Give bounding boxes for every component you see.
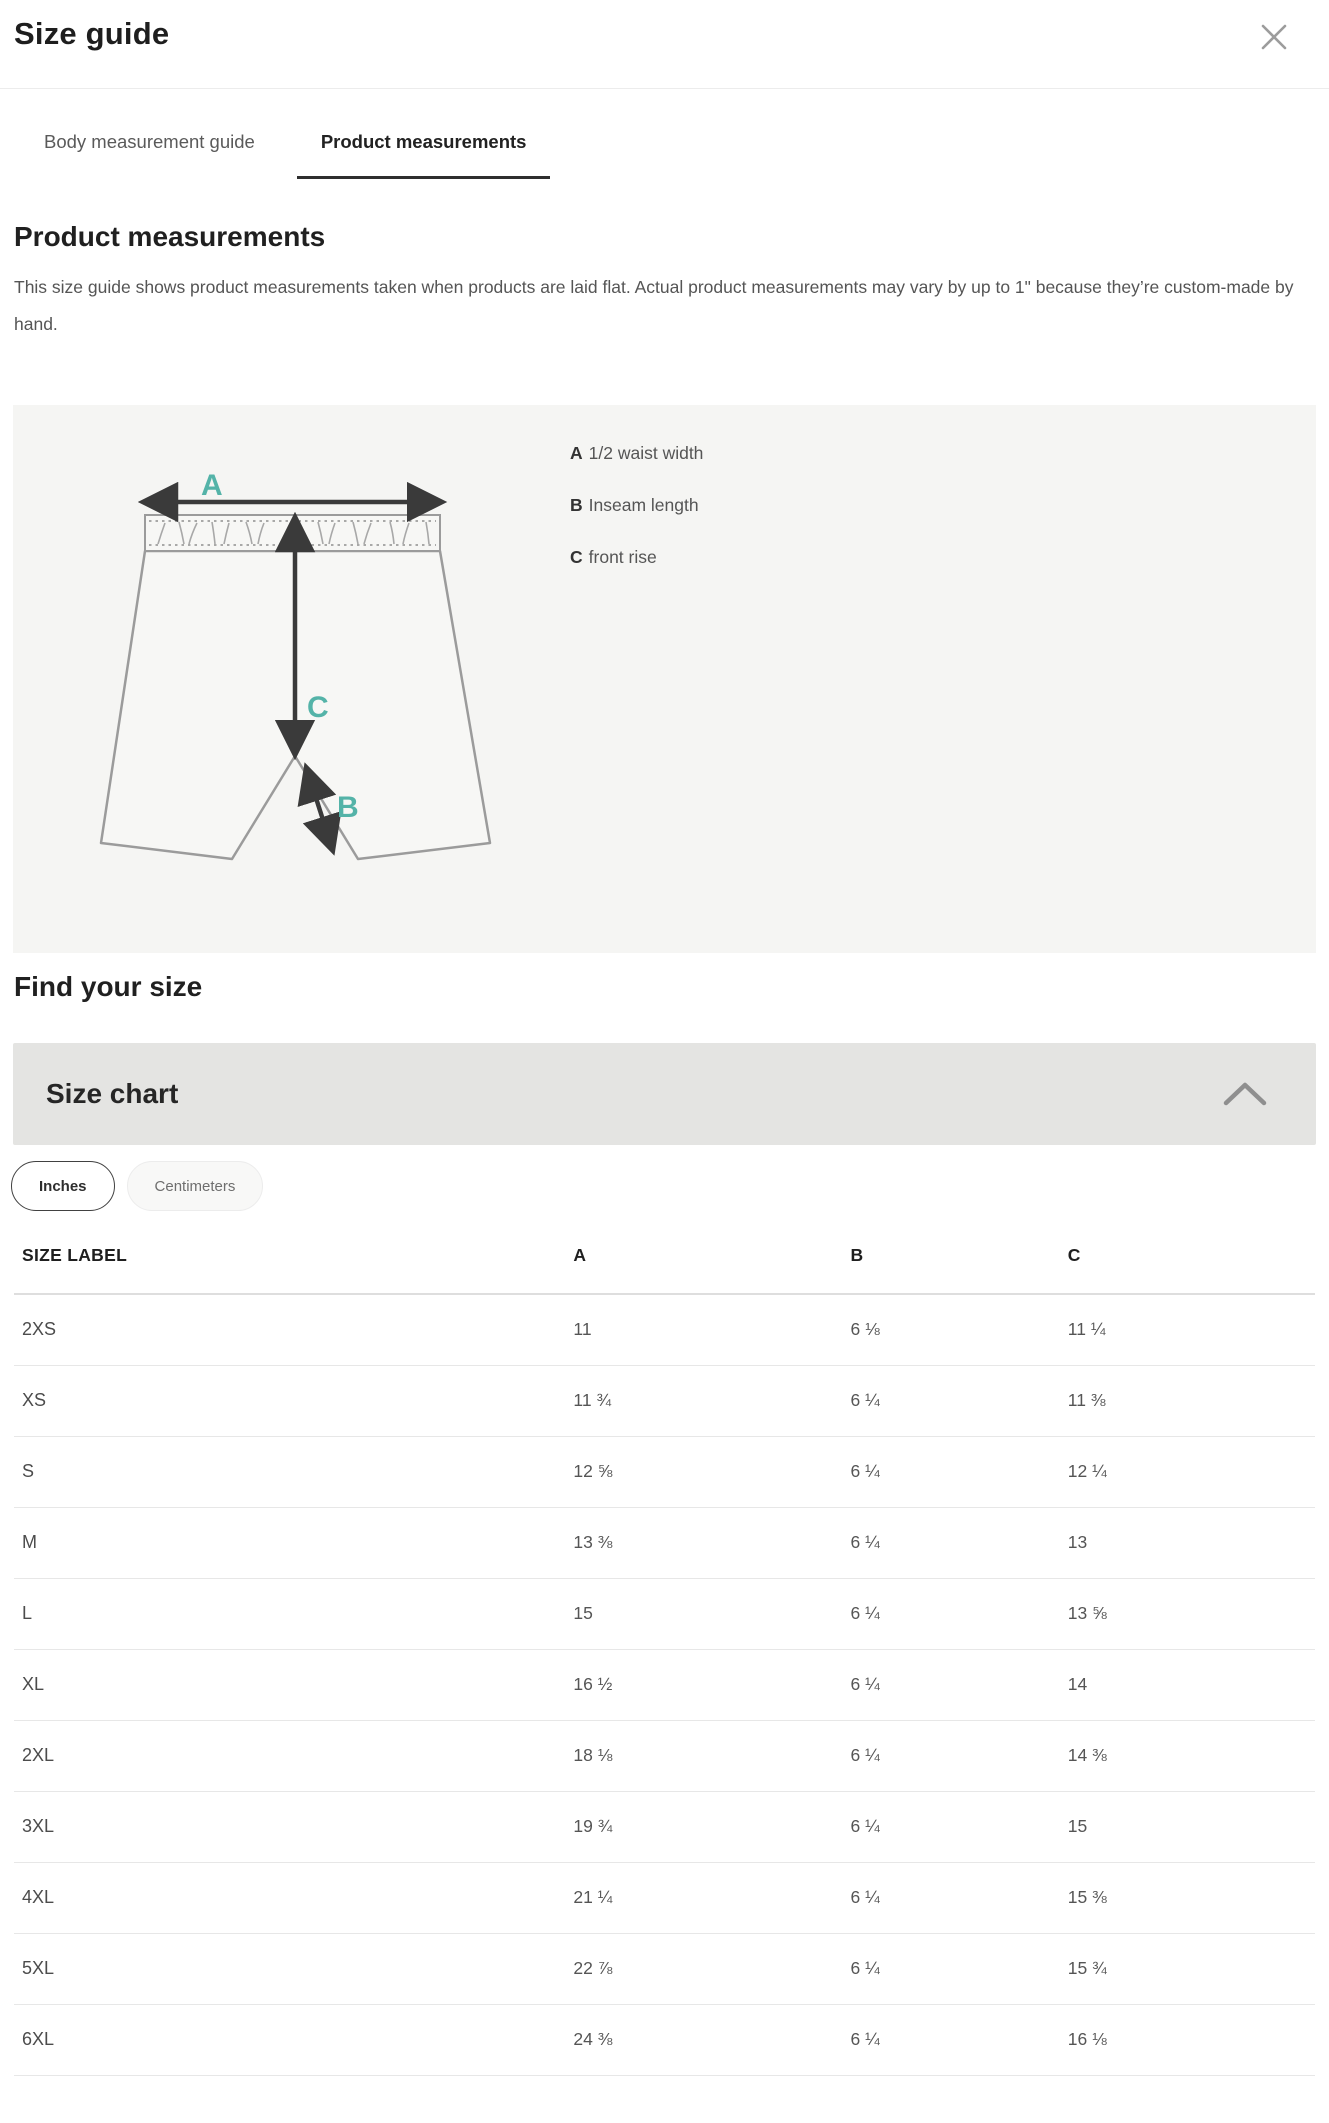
measurement-cell: 13 [1067, 1507, 1315, 1579]
column-header-c: C [1067, 1231, 1315, 1295]
close-button[interactable] [1255, 18, 1293, 56]
size-label-cell: 2XL [14, 1720, 574, 1792]
unit-centimeters-button[interactable]: Centimeters [126, 1161, 264, 1211]
unit-inches-button[interactable]: Inches [11, 1161, 115, 1211]
measurement-cell: 22 ⅞ [573, 1933, 851, 2005]
unit-toggle: Inches Centimeters [11, 1161, 1329, 1211]
diagram-label-c: C [307, 691, 329, 724]
table-row: 2XS 11 6 ⅛ 11 ¼ [14, 1294, 1315, 1366]
size-label-cell: M [14, 1507, 574, 1579]
collapse-button[interactable] [1222, 1081, 1268, 1107]
measurement-cell: 15 [1067, 1791, 1315, 1863]
size-label-cell: S [14, 1436, 574, 1508]
size-label-cell: 2XS [14, 1294, 574, 1366]
legend-item-b: B Inseam length [570, 495, 703, 516]
measurement-cell: 6 ¼ [850, 1933, 1068, 2005]
measurement-cell: 6 ¼ [850, 1791, 1068, 1863]
modal-header: Size guide [0, 0, 1329, 89]
measurement-cell: 13 ⅝ [1067, 1578, 1315, 1650]
measurement-cell: 11 [573, 1294, 851, 1366]
waistband-gathers [157, 521, 430, 545]
arrow-b [297, 762, 342, 856]
size-label-cell: XL [14, 1649, 574, 1721]
chevron-up-icon [1223, 1082, 1267, 1106]
close-icon [1261, 24, 1287, 50]
tab-bar: Body measurement guide Product measureme… [20, 131, 1329, 179]
measurement-cell: 16 ½ [573, 1649, 851, 1721]
size-label-cell: 3XL [14, 1791, 574, 1863]
measurement-cell: 14 [1067, 1649, 1315, 1721]
measurement-cell: 6 ¼ [850, 1649, 1068, 1721]
size-chart-title: Size chart [46, 1078, 179, 1109]
size-label-cell: XS [14, 1365, 574, 1437]
tab-product-measurements[interactable]: Product measurements [296, 131, 551, 179]
measurement-cell: 19 ¾ [573, 1791, 851, 1863]
measurement-cell: 13 ⅜ [573, 1507, 851, 1579]
measurement-cell: 15 ⅜ [1067, 1862, 1315, 1934]
table-header: SIZE LABEL A B C [14, 1231, 1315, 1295]
size-label-cell: 4XL [14, 1862, 574, 1934]
legend-label-a: 1/2 waist width [588, 443, 704, 463]
column-header-a: A [573, 1231, 851, 1295]
legend-label-c: front rise [588, 547, 657, 567]
column-header-b: B [850, 1231, 1068, 1295]
measurement-cell: 11 ¼ [1067, 1294, 1315, 1366]
measurement-cell: 24 ⅜ [573, 2004, 851, 2076]
measurement-cell: 21 ¼ [573, 1862, 851, 1934]
measurement-cell: 6 ¼ [850, 1862, 1068, 1934]
legend-item-a: A 1/2 waist width [570, 443, 703, 464]
measurement-cell: 6 ¼ [850, 1436, 1068, 1508]
measurement-cell: 6 ⅛ [850, 1294, 1068, 1366]
measurement-cell: 12 ¼ [1067, 1436, 1315, 1508]
shorts-diagram: A C B [99, 469, 492, 861]
find-your-size-heading: Find your size [14, 971, 203, 1002]
size-label-cell: L [14, 1578, 574, 1650]
measurement-cell: 12 ⅝ [573, 1436, 851, 1508]
diagram-label-b: B [337, 791, 359, 824]
measurement-cell: 14 ⅜ [1067, 1720, 1315, 1792]
diagram-label-a: A [201, 469, 223, 502]
legend-key-a: A [570, 443, 583, 463]
column-header-size-label: SIZE LABEL [14, 1231, 574, 1295]
measurement-cell: 11 ⅜ [1067, 1365, 1315, 1437]
measurement-cell: 6 ¼ [850, 1578, 1068, 1650]
legend-label-b: Inseam length [588, 495, 699, 515]
page-title: Size guide [14, 16, 170, 51]
size-label-cell: 6XL [14, 2004, 574, 2076]
measurement-cell: 18 ⅛ [573, 1720, 851, 1792]
measurement-cell: 6 ¼ [850, 2004, 1068, 2076]
measurement-cell: 6 ¼ [850, 1507, 1068, 1579]
measurement-cell: 15 ¾ [1067, 1933, 1315, 2005]
section-description: This size guide shows product measuremen… [14, 277, 1294, 334]
measurement-cell: 6 ¼ [850, 1720, 1068, 1792]
section-heading: Product measurements [14, 221, 326, 252]
size-label-cell: 5XL [14, 1933, 574, 2005]
size-chart-section-toggle[interactable]: Size chart [13, 1043, 1316, 1145]
measurement-cell: 6 ¼ [850, 1365, 1068, 1437]
measurement-cell: 16 ⅛ [1067, 2004, 1315, 2076]
tab-body-measurement-guide[interactable]: Body measurement guide [44, 131, 255, 152]
legend-key-c: C [570, 547, 583, 567]
legend-key-b: B [570, 495, 583, 515]
measurement-cell: 11 ¾ [573, 1365, 851, 1437]
table-row: L 15 6 ¼ 13 ⅝ [14, 1578, 1315, 1650]
measurement-cell: 15 [573, 1578, 851, 1650]
